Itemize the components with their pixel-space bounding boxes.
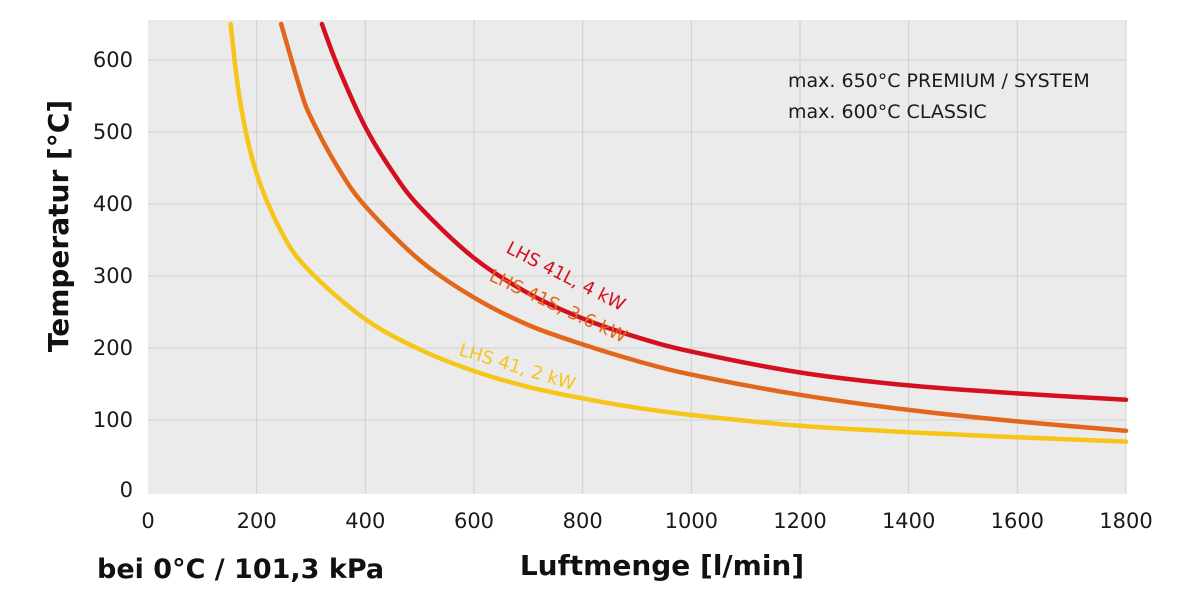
- conditions-caption: bei 0°C / 101,3 kPa: [97, 554, 384, 585]
- x-tick-label: 0: [141, 509, 154, 533]
- x-tick-label: 1800: [1099, 509, 1152, 533]
- y-tick-label: 300: [93, 264, 133, 288]
- x-tick-label: 1000: [665, 509, 718, 533]
- series-lines: [228, 21, 1129, 444]
- x-tick-label: 200: [237, 509, 277, 533]
- x-axis-title: Luftmenge [l/min]: [520, 549, 804, 582]
- y-tick-label: 400: [93, 192, 133, 216]
- note-premium: max. 650°C PREMIUM / SYSTEM: [788, 70, 1090, 92]
- y-tick-label: 200: [93, 336, 133, 360]
- y-tick-labels: 0 100 200 300 400 500 600: [93, 48, 133, 502]
- y-tick-label: 100: [93, 408, 133, 432]
- x-tick-label: 1600: [991, 509, 1044, 533]
- x-tick-label: 400: [345, 509, 385, 533]
- series-line-lhs-41l: [319, 21, 1129, 403]
- x-tick-label: 1400: [882, 509, 935, 533]
- x-tick-label: 1200: [773, 509, 826, 533]
- y-axis-title: Temperatur [°C]: [42, 100, 75, 352]
- gridlines: [148, 20, 1127, 494]
- y-tick-label: 500: [93, 120, 133, 144]
- note-classic: max. 600°C CLASSIC: [788, 101, 987, 123]
- series-line-lhs-41: [228, 21, 1129, 444]
- y-tick-label: 600: [93, 48, 133, 72]
- series-line-lhs-41s: [278, 21, 1129, 434]
- x-tick-label: 600: [454, 509, 494, 533]
- x-tick-label: 800: [563, 509, 603, 533]
- y-tick-label: 0: [120, 478, 133, 502]
- x-tick-labels: 0 200 400 600 800 1000 1200 1400 1600 1800: [141, 509, 1152, 533]
